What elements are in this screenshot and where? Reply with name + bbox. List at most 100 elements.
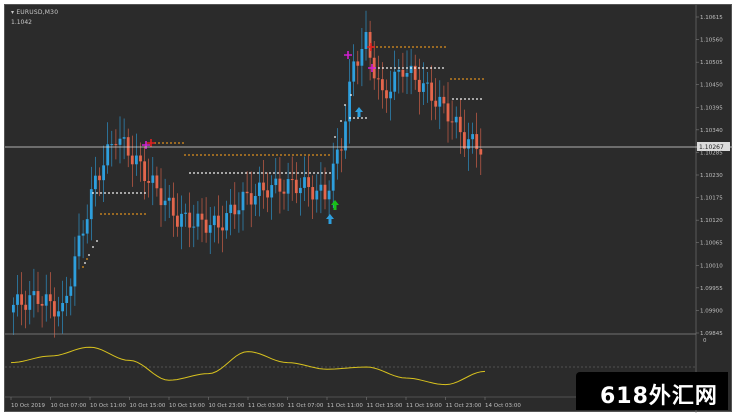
signal-markers-group bbox=[142, 43, 376, 224]
symbol-label[interactable]: ▾ EURUSD,M30 bbox=[11, 9, 59, 16]
bull-candle bbox=[44, 294, 48, 306]
bear-candle bbox=[307, 177, 310, 188]
bear-candle bbox=[53, 301, 56, 317]
support-dot bbox=[452, 98, 454, 100]
bull-candle bbox=[77, 235, 81, 257]
resistance-dot bbox=[470, 78, 472, 80]
support-dot bbox=[140, 192, 142, 194]
bull-candle bbox=[258, 182, 261, 196]
resistance-dot bbox=[324, 154, 326, 156]
price-chart[interactable]: 1.10267 1.106151.105601.105051.104501.10… bbox=[5, 5, 733, 413]
price-tick-label: 1.10010 bbox=[700, 263, 723, 269]
bear-candle bbox=[442, 96, 446, 104]
bull-candle bbox=[102, 165, 105, 181]
resistance-dot bbox=[288, 154, 290, 156]
support-dot bbox=[100, 192, 102, 194]
support-dot bbox=[245, 172, 247, 174]
resistance-dot bbox=[182, 142, 184, 144]
bull-candle bbox=[237, 210, 241, 215]
resistance-dot bbox=[174, 142, 176, 144]
support-dot bbox=[309, 172, 311, 174]
bull-candle bbox=[364, 32, 368, 50]
resistance-dot bbox=[144, 213, 146, 215]
bull-candle bbox=[241, 191, 245, 211]
bull-candle bbox=[180, 213, 183, 227]
bear-candle bbox=[311, 187, 315, 200]
bull-candle bbox=[315, 190, 319, 200]
indicator-value: 1.1042 bbox=[11, 19, 32, 26]
time-tick-label: 10 Oct 23:00 bbox=[209, 403, 245, 409]
price-tick-label: 1.09955 bbox=[700, 286, 723, 292]
resistance-dot bbox=[444, 46, 446, 48]
bull-candle bbox=[303, 177, 306, 188]
bear-candle bbox=[245, 191, 249, 194]
support-dot bbox=[209, 172, 211, 174]
resistance-dot bbox=[304, 154, 306, 156]
support-dot bbox=[357, 117, 359, 119]
support-dot bbox=[305, 172, 307, 174]
bull-candle bbox=[57, 311, 60, 317]
resistance-dot bbox=[256, 154, 258, 156]
bull-candle bbox=[327, 190, 331, 200]
bear-candle bbox=[381, 79, 384, 91]
resistance-dot bbox=[184, 154, 186, 156]
bear-candle bbox=[278, 178, 282, 192]
time-tick-label: 14 Oct 03:00 bbox=[485, 403, 521, 409]
buy-arrow-icon bbox=[355, 107, 363, 117]
cross-marker-icon bbox=[368, 64, 376, 72]
resistance-dot bbox=[376, 46, 378, 48]
price-tick-label: 1.10615 bbox=[700, 15, 723, 21]
resistance-dot bbox=[100, 213, 102, 215]
bear-candle bbox=[188, 212, 192, 228]
resistance-dot bbox=[416, 46, 418, 48]
support-dot bbox=[456, 98, 458, 100]
buy-arrow-icon bbox=[331, 200, 339, 210]
bear-candle bbox=[159, 188, 163, 206]
support-dot bbox=[285, 172, 287, 174]
support-dot bbox=[480, 98, 482, 100]
bear-candle bbox=[143, 161, 146, 182]
bull-candle bbox=[409, 65, 413, 73]
support-dot bbox=[365, 117, 367, 119]
bull-candle bbox=[319, 184, 323, 191]
bear-candle bbox=[368, 32, 372, 58]
resistance-dot bbox=[292, 154, 294, 156]
bull-candle bbox=[167, 197, 171, 201]
support-dot bbox=[96, 192, 98, 194]
resistance-dot bbox=[380, 46, 382, 48]
time-tick-label: 10 Oct 19:00 bbox=[169, 403, 205, 409]
bull-candle bbox=[471, 134, 474, 140]
bull-candle bbox=[85, 219, 89, 234]
resistance-dot bbox=[424, 46, 426, 48]
bull-candle bbox=[438, 96, 442, 107]
bull-candle bbox=[69, 286, 73, 296]
bull-candle bbox=[352, 61, 356, 82]
resistance-dot bbox=[158, 142, 160, 144]
cross-marker-icon bbox=[142, 141, 150, 149]
resistance-dot bbox=[400, 46, 402, 48]
resistance-dot bbox=[404, 46, 406, 48]
support-dot bbox=[112, 192, 114, 194]
price-tick-label: 1.10340 bbox=[700, 128, 723, 134]
price-axis-ticks: 1.10615 1.10560 1.10505 1.10450 1.10395 1.103… bbox=[696, 15, 723, 337]
price-tick-label: 1.10175 bbox=[700, 196, 723, 202]
support-dot bbox=[249, 172, 251, 174]
resistance-dot bbox=[140, 213, 142, 215]
support-dot bbox=[325, 172, 327, 174]
resistance-dot bbox=[296, 154, 298, 156]
bull-candle bbox=[422, 83, 425, 92]
resistance-dot bbox=[474, 78, 476, 80]
bull-candle bbox=[405, 72, 409, 77]
support-dot bbox=[201, 172, 203, 174]
resistance-dot bbox=[284, 154, 286, 156]
bear-candle bbox=[171, 197, 175, 216]
resistance-dot bbox=[188, 154, 190, 156]
resistance-dot bbox=[104, 213, 106, 215]
trading-chart-window[interactable]: ▾ EURUSD,M30 1.1042 1.10267 1.10615 1.105… bbox=[4, 4, 733, 413]
bear-candle bbox=[430, 82, 433, 101]
resistance-dot bbox=[86, 258, 88, 260]
support-dot bbox=[350, 94, 352, 96]
support-dot bbox=[410, 67, 412, 69]
resistance-dot bbox=[408, 46, 410, 48]
resistance-dot bbox=[320, 154, 322, 156]
